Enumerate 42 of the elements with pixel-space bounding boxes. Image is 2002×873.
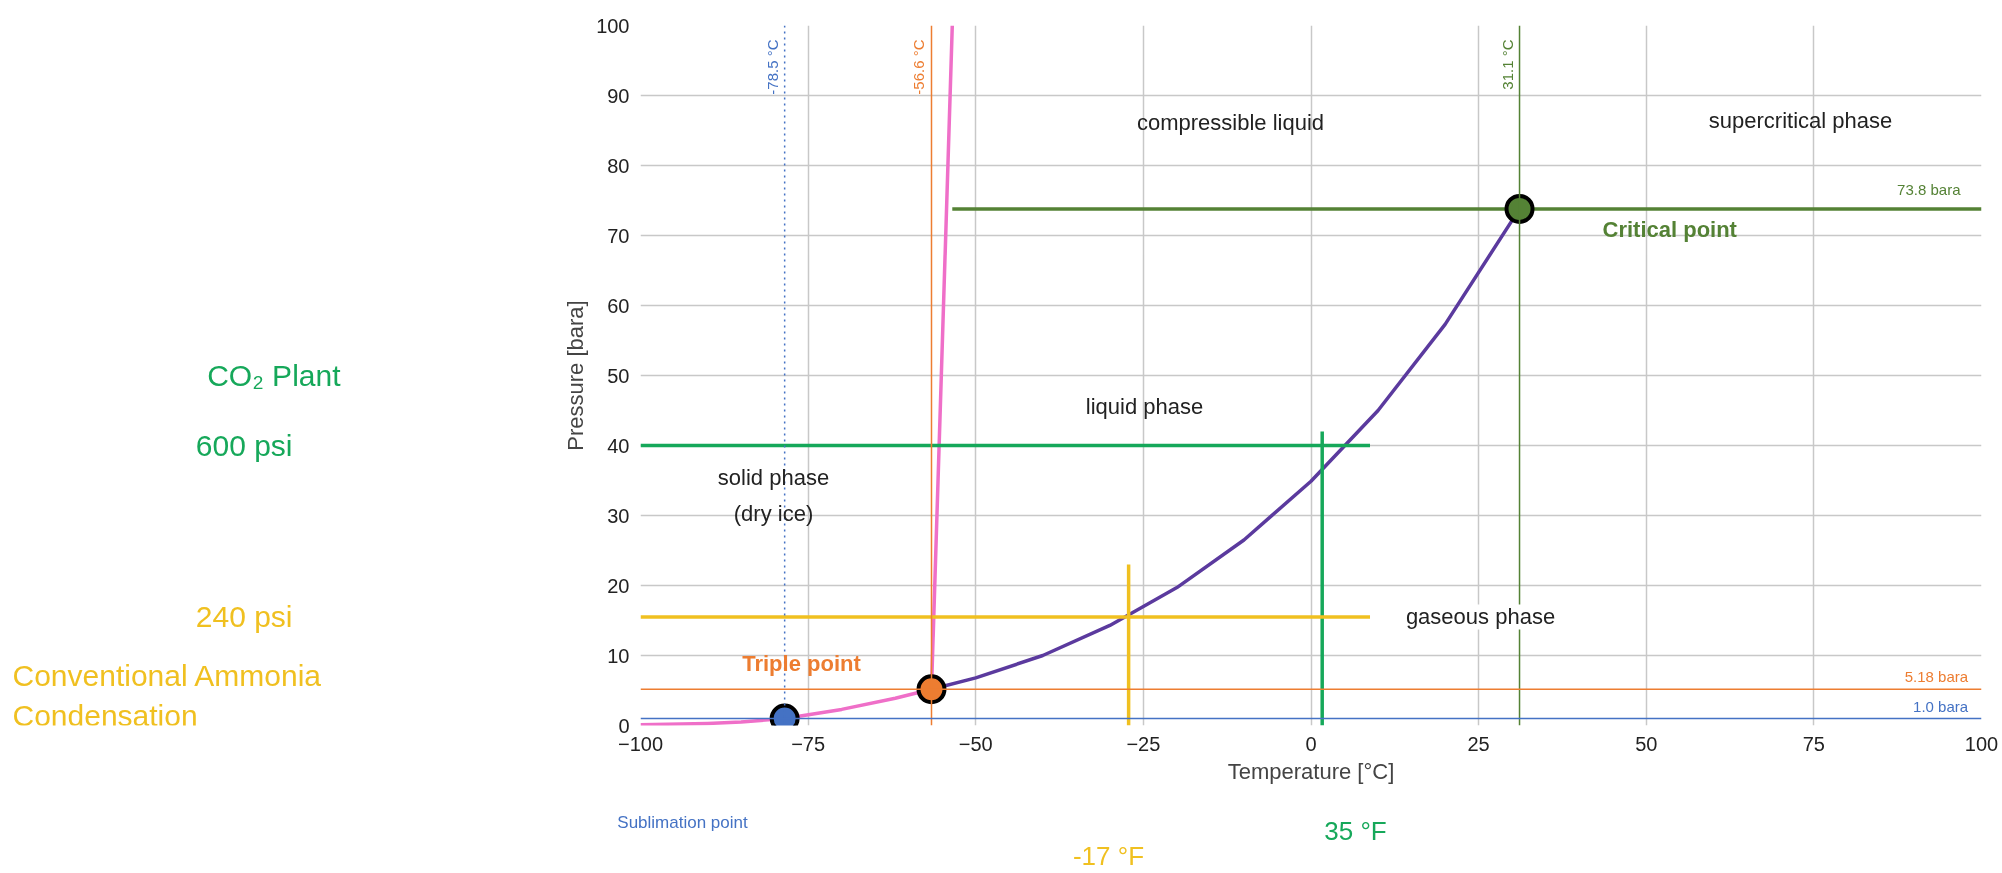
- y-tick-label: 10: [607, 644, 630, 667]
- annotation: supercritical phase: [1708, 107, 1893, 133]
- y-tick-label: 80: [607, 154, 630, 177]
- x-tick-label: −25: [1126, 732, 1161, 755]
- ref-line-label: -78.5 °C: [763, 39, 781, 95]
- annotation: liquid phase: [1085, 394, 1204, 420]
- annotation: Triple point: [742, 651, 862, 677]
- text: 240 psi: [195, 600, 293, 633]
- text: 35 °F: [1324, 815, 1387, 846]
- text: Condensation: [12, 699, 198, 732]
- ref-line-label: 31.1 °C: [1498, 39, 1516, 90]
- text: -17 °F: [1072, 840, 1145, 871]
- annotation: Critical point: [1602, 217, 1738, 243]
- y-tick-label: 20: [607, 574, 630, 597]
- y-tick-label: 70: [607, 224, 630, 247]
- y-axis-title: Pressure [bara]: [563, 300, 589, 451]
- y-tick-label: 100: [596, 14, 630, 37]
- text: CO₂ Plant: [207, 359, 342, 392]
- x-tick-label: 25: [1467, 732, 1490, 755]
- text: 600 psi: [195, 429, 293, 462]
- y-tick-label: 30: [607, 504, 630, 527]
- ref-line-label: 5.18 bara: [1904, 668, 1969, 686]
- y-tick-label: 40: [607, 434, 630, 457]
- annotation: 73.8 bara: [1897, 181, 1962, 199]
- x-tick-label: 0: [1305, 732, 1317, 755]
- x-axis-title: Temperature [°C]: [1227, 758, 1395, 784]
- x-tick-label: 75: [1802, 732, 1825, 755]
- ref-line-label: -56.6 °C: [910, 39, 928, 95]
- annotation: gaseous phase: [1405, 604, 1556, 630]
- text: Conventional Ammonia: [12, 659, 322, 692]
- annotation: solid phase: [717, 464, 830, 490]
- x-tick-label: −50: [958, 732, 993, 755]
- x-tick-label: 100: [1964, 732, 1999, 755]
- annotation: (dry ice): [733, 500, 814, 526]
- y-tick-label: 60: [607, 294, 630, 317]
- ref-line-label: 1.0 bara: [1913, 697, 1969, 715]
- annotation: compressible liquid: [1136, 109, 1325, 135]
- x-tick-label: 50: [1635, 732, 1658, 755]
- x-tick-label: −75: [791, 732, 826, 755]
- y-tick-label: 90: [607, 84, 630, 107]
- text: Sublimation point: [617, 813, 748, 832]
- y-tick-label: 50: [607, 364, 630, 387]
